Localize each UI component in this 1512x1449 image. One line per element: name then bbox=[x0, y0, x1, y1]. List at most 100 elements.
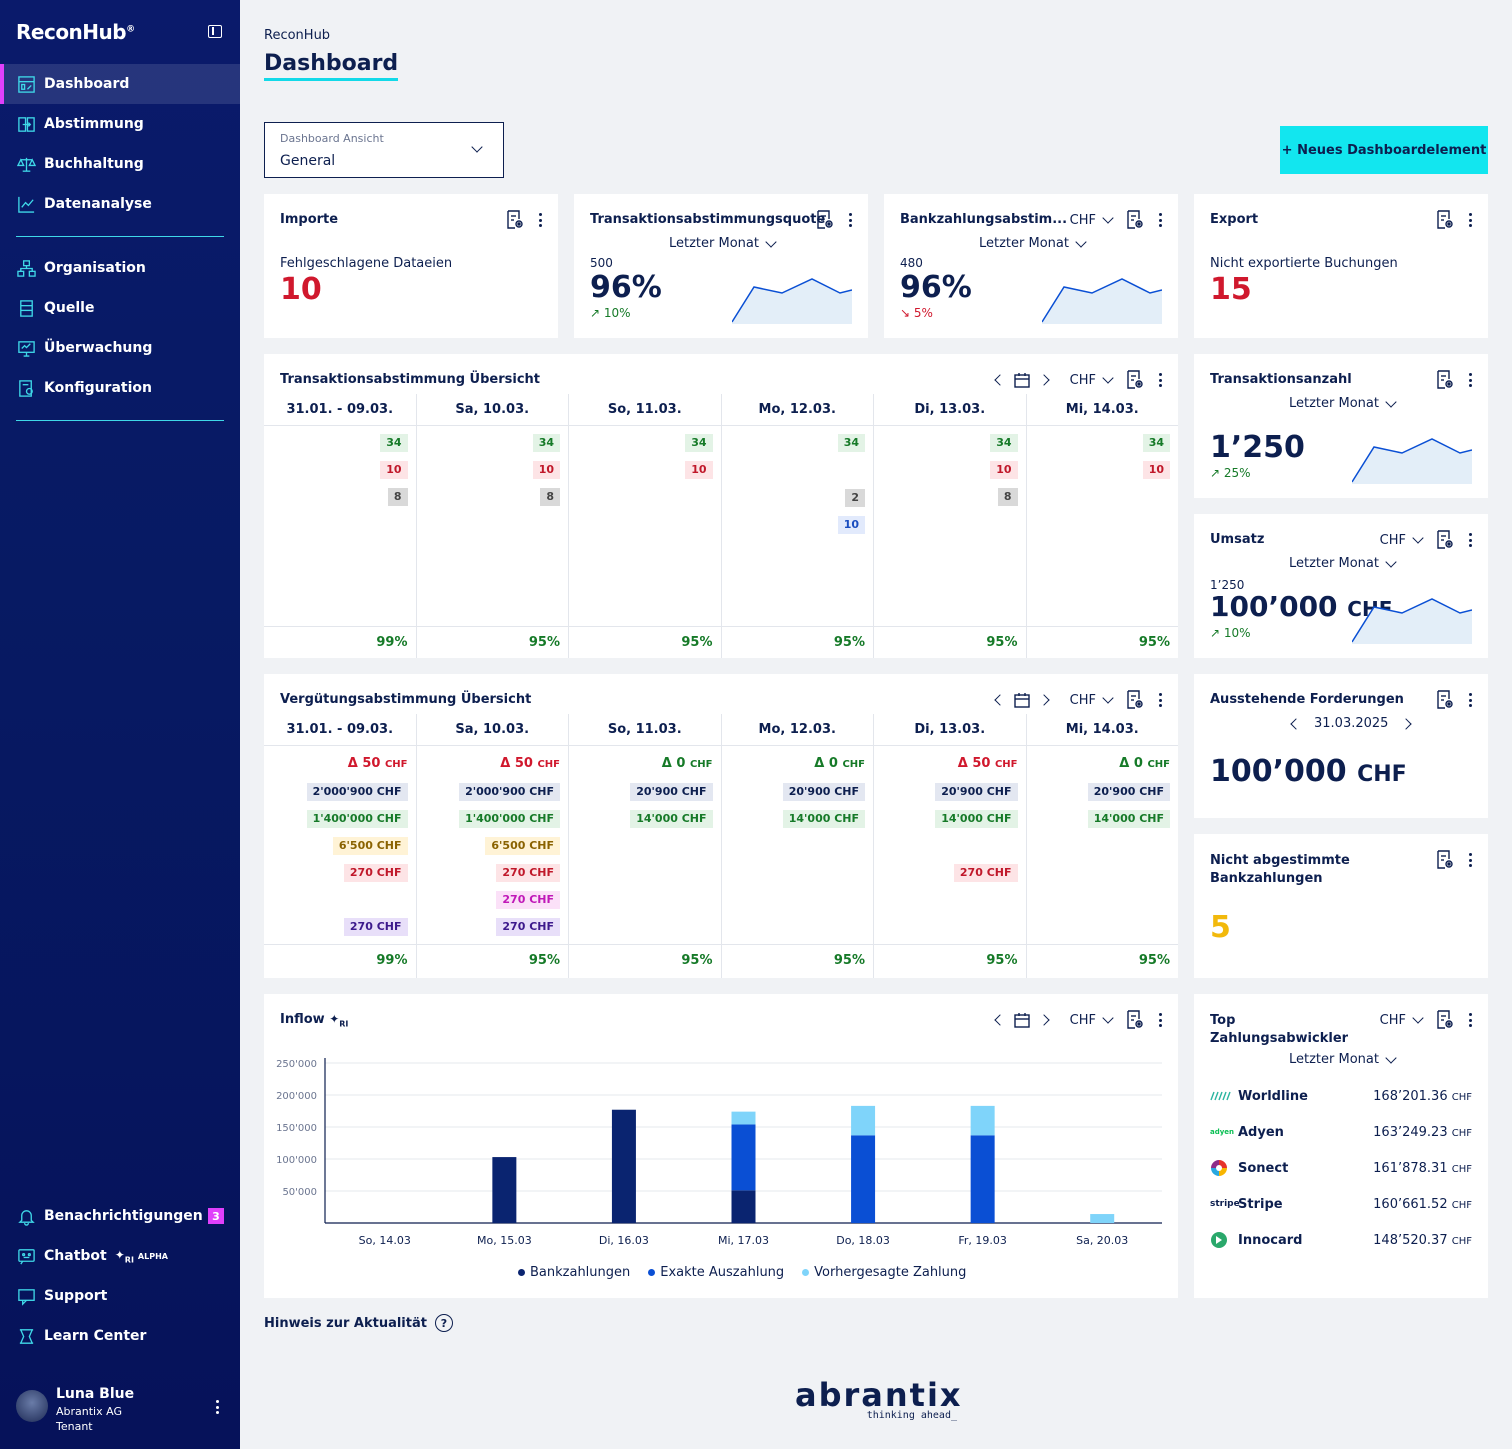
currency-select[interactable]: CHF bbox=[1070, 212, 1114, 228]
bar-vorhergesagte-zahlung[interactable] bbox=[731, 1111, 756, 1125]
bar-vorhergesagte-zahlung[interactable] bbox=[1090, 1214, 1115, 1223]
nav-support[interactable]: Support bbox=[0, 1276, 240, 1316]
legend-item[interactable]: Exakte Auszahlung bbox=[648, 1265, 784, 1280]
count-chip-red[interactable]: 10 bbox=[532, 461, 560, 479]
currency-select[interactable]: CHF bbox=[1070, 692, 1114, 708]
bar-vorhergesagte-zahlung[interactable] bbox=[970, 1105, 995, 1136]
more-icon[interactable] bbox=[1158, 213, 1162, 227]
bar-bankzahlungen[interactable] bbox=[492, 1157, 517, 1223]
bar-bankzahlungen[interactable] bbox=[611, 1109, 636, 1223]
nav-organisation[interactable]: Organisation bbox=[0, 248, 240, 288]
period-select[interactable]: Letzter Monat bbox=[669, 235, 777, 251]
user-profile[interactable]: Luna Blue Abrantix AG Tenant bbox=[16, 1386, 226, 1433]
count-chip-red[interactable]: 10 bbox=[1142, 461, 1170, 479]
amount-chip-navy[interactable]: 20'900 CHF bbox=[1087, 783, 1170, 801]
amount-chip-red[interactable]: 270 CHF bbox=[953, 864, 1018, 882]
amount-chip-green[interactable]: 14'000 CHF bbox=[1087, 810, 1170, 828]
freshness-hint[interactable]: Hinweis zur Aktualität? bbox=[264, 1314, 453, 1332]
view-doc-icon[interactable] bbox=[506, 210, 524, 230]
date-nav[interactable] bbox=[993, 1012, 1050, 1028]
period-select[interactable]: Letzter Monat bbox=[1289, 1051, 1397, 1067]
amount-chip-green[interactable]: 1'400'000 CHF bbox=[306, 810, 408, 828]
amount-chip-navy[interactable]: 20'900 CHF bbox=[782, 783, 865, 801]
currency-select[interactable]: CHF bbox=[1380, 1012, 1424, 1028]
help-icon[interactable]: ? bbox=[434, 1314, 453, 1332]
more-icon[interactable] bbox=[1468, 1013, 1472, 1027]
nav-learn-center[interactable]: Learn Center bbox=[0, 1316, 240, 1356]
period-select[interactable]: Letzter Monat bbox=[1289, 395, 1397, 411]
date-nav[interactable] bbox=[993, 692, 1050, 708]
amount-chip-green[interactable]: 14'000 CHF bbox=[630, 810, 713, 828]
more-icon[interactable] bbox=[1158, 693, 1162, 707]
view-doc-icon[interactable] bbox=[1126, 370, 1144, 390]
date-nav[interactable]: 31.03.2025 bbox=[1290, 716, 1413, 731]
psp-row-adyen[interactable]: adyen Adyen 163’249.23 CHF bbox=[1210, 1124, 1472, 1140]
amount-chip-green[interactable]: 1'400'000 CHF bbox=[459, 810, 560, 828]
count-chip-green[interactable]: 34 bbox=[1142, 434, 1170, 452]
psp-row-stripe[interactable]: stripe Stripe 160’661.52 CHF bbox=[1210, 1196, 1472, 1212]
more-icon[interactable] bbox=[1158, 1013, 1162, 1027]
nav-quelle[interactable]: Quelle bbox=[0, 288, 240, 328]
psp-row-sonect[interactable]: Sonect 161’878.31 CHF bbox=[1210, 1158, 1472, 1178]
view-doc-icon[interactable] bbox=[1436, 1010, 1454, 1030]
view-doc-icon[interactable] bbox=[1436, 850, 1454, 870]
nav-buchhaltung[interactable]: Buchhaltung bbox=[0, 144, 240, 184]
currency-select[interactable]: CHF bbox=[1070, 1012, 1114, 1028]
legend-item[interactable]: Vorhergesagte Zahlung bbox=[802, 1265, 966, 1280]
user-menu-icon[interactable] bbox=[216, 1400, 220, 1414]
count-chip-gray[interactable]: 2 bbox=[845, 489, 865, 507]
amount-chip-navy[interactable]: 20'900 CHF bbox=[630, 783, 713, 801]
view-doc-icon[interactable] bbox=[1126, 690, 1144, 710]
view-doc-icon[interactable] bbox=[1436, 530, 1454, 550]
app-logo[interactable]: ReconHub® bbox=[16, 20, 135, 44]
amount-chip-yellow[interactable]: 6'500 CHF bbox=[332, 837, 408, 855]
amount-chip-red[interactable]: 270 CHF bbox=[343, 864, 408, 882]
more-icon[interactable] bbox=[1468, 213, 1472, 227]
amount-chip-navy[interactable]: 2'000'900 CHF bbox=[459, 783, 560, 801]
count-chip-green[interactable]: 34 bbox=[380, 434, 408, 452]
currency-select[interactable]: CHF bbox=[1070, 372, 1114, 388]
breadcrumb[interactable]: ReconHub bbox=[264, 28, 331, 43]
collapse-sidebar-icon[interactable] bbox=[208, 25, 222, 38]
view-doc-icon[interactable] bbox=[1436, 210, 1454, 230]
nav-datenanalyse[interactable]: Datenanalyse bbox=[0, 184, 240, 224]
count-chip-gray[interactable]: 8 bbox=[540, 488, 560, 506]
count-chip-blue[interactable]: 10 bbox=[837, 516, 865, 534]
count-chip-green[interactable]: 34 bbox=[685, 434, 713, 452]
more-icon[interactable] bbox=[1468, 693, 1472, 707]
period-select[interactable]: Letzter Monat bbox=[979, 235, 1087, 251]
nav-chatbot[interactable]: Chatbot ✦RI ALPHA bbox=[0, 1236, 240, 1276]
view-doc-icon[interactable] bbox=[1126, 210, 1144, 230]
bar-exakte-auszahlung[interactable] bbox=[970, 1135, 995, 1223]
more-icon[interactable] bbox=[1158, 373, 1162, 387]
nav-ueberwachung[interactable]: Überwachung bbox=[0, 328, 240, 368]
dashboard-view-select[interactable]: Dashboard Ansicht General bbox=[264, 122, 504, 178]
view-doc-icon[interactable] bbox=[816, 210, 834, 230]
count-chip-red[interactable]: 10 bbox=[380, 461, 408, 479]
more-icon[interactable] bbox=[848, 213, 852, 227]
count-chip-green[interactable]: 34 bbox=[837, 434, 865, 452]
amount-chip-yellow[interactable]: 6'500 CHF bbox=[485, 837, 560, 855]
amount-chip-green[interactable]: 14'000 CHF bbox=[782, 810, 865, 828]
nav-notifications[interactable]: Benachrichtigungen 3 bbox=[0, 1196, 240, 1236]
view-doc-icon[interactable] bbox=[1436, 690, 1454, 710]
more-icon[interactable] bbox=[1468, 533, 1472, 547]
bar-exakte-auszahlung[interactable] bbox=[851, 1135, 876, 1223]
view-doc-icon[interactable] bbox=[1436, 370, 1454, 390]
count-chip-gray[interactable]: 8 bbox=[997, 488, 1018, 506]
nav-konfiguration[interactable]: Konfiguration bbox=[0, 368, 240, 408]
bar-vorhergesagte-zahlung[interactable] bbox=[851, 1105, 876, 1136]
bar-exakte-auszahlung[interactable] bbox=[731, 1124, 756, 1191]
nav-abstimmung[interactable]: Abstimmung bbox=[0, 104, 240, 144]
count-chip-gray[interactable]: 8 bbox=[387, 488, 408, 506]
count-chip-red[interactable]: 10 bbox=[685, 461, 713, 479]
amount-chip-navy[interactable]: 20'900 CHF bbox=[935, 783, 1018, 801]
amount-chip-green[interactable]: 14'000 CHF bbox=[935, 810, 1018, 828]
more-icon[interactable] bbox=[1468, 373, 1472, 387]
count-chip-green[interactable]: 34 bbox=[990, 434, 1018, 452]
view-doc-icon[interactable] bbox=[1126, 1010, 1144, 1030]
count-chip-green[interactable]: 34 bbox=[532, 434, 560, 452]
count-chip-red[interactable]: 10 bbox=[990, 461, 1018, 479]
nav-dashboard[interactable]: Dashboard bbox=[0, 64, 240, 104]
amount-chip-purple[interactable]: 270 CHF bbox=[496, 918, 560, 936]
